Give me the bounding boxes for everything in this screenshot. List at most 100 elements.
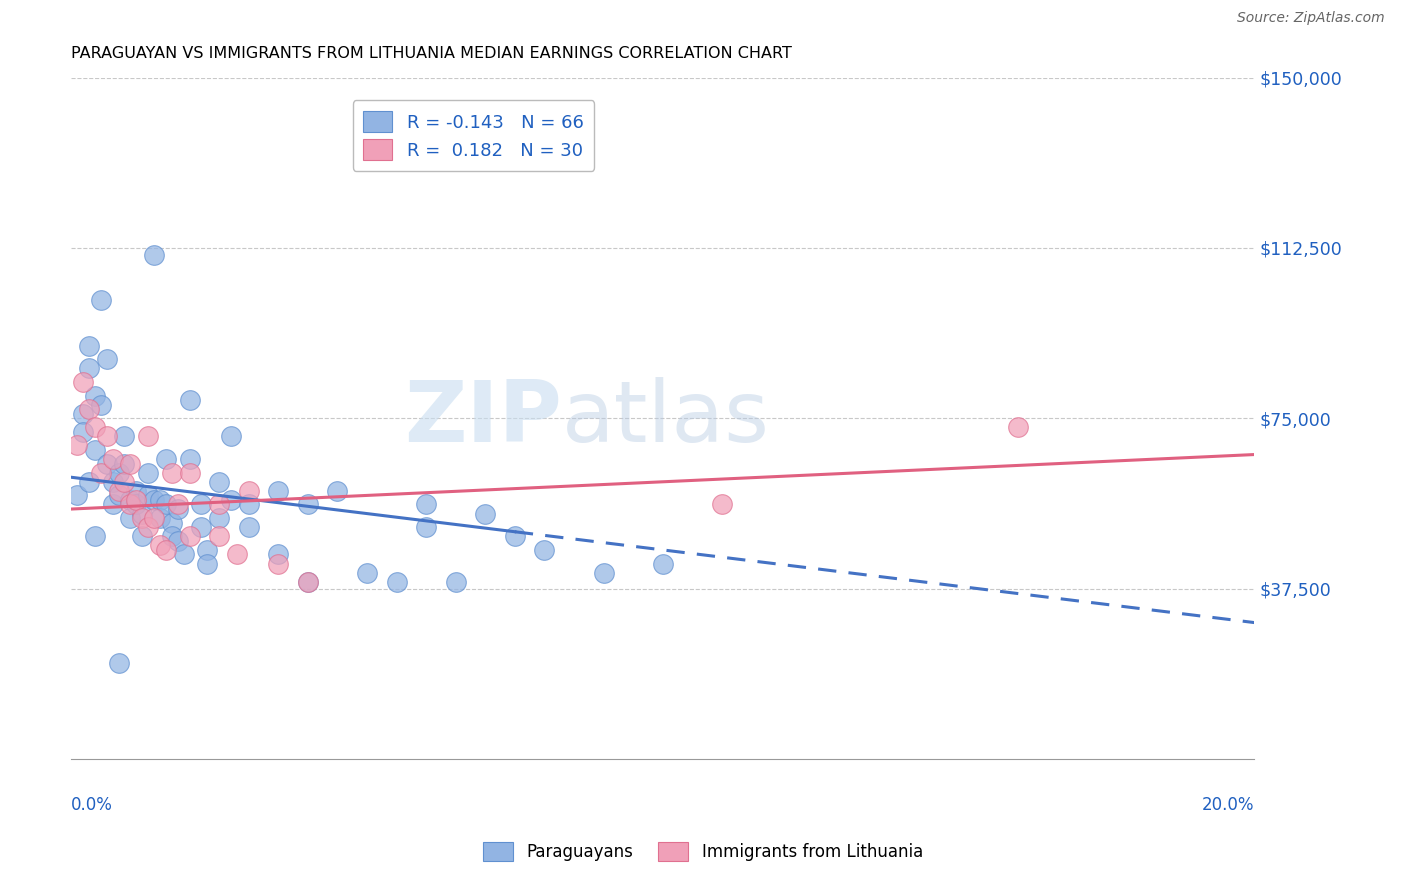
Point — [267, 557, 290, 571]
Point — [131, 507, 153, 521]
Point — [114, 457, 136, 471]
Point — [83, 420, 105, 434]
Point — [66, 438, 89, 452]
Point — [166, 498, 188, 512]
Point — [208, 529, 231, 543]
Point — [297, 574, 319, 589]
Point — [114, 429, 136, 443]
Point — [83, 442, 105, 457]
Point — [101, 475, 124, 489]
Point — [96, 429, 118, 443]
Point — [107, 657, 129, 671]
Point — [297, 574, 319, 589]
Point — [143, 248, 166, 262]
Point — [179, 529, 201, 543]
Point — [651, 557, 673, 571]
Point — [120, 511, 142, 525]
Point — [90, 398, 112, 412]
Point — [114, 475, 136, 489]
Point — [136, 488, 159, 502]
Point — [533, 542, 555, 557]
Point — [179, 452, 201, 467]
Point — [179, 466, 201, 480]
Point — [160, 466, 183, 480]
Point — [83, 529, 105, 543]
Point — [208, 511, 231, 525]
Text: Source: ZipAtlas.com: Source: ZipAtlas.com — [1237, 11, 1385, 25]
Text: 20.0%: 20.0% — [1202, 797, 1254, 814]
Point — [195, 542, 218, 557]
Point — [72, 407, 94, 421]
Point — [107, 483, 129, 498]
Point — [1007, 420, 1029, 434]
Point — [267, 548, 290, 562]
Point — [238, 483, 260, 498]
Point — [77, 402, 100, 417]
Point — [120, 498, 142, 512]
Point — [592, 566, 614, 580]
Point — [474, 507, 496, 521]
Point — [155, 542, 177, 557]
Point — [173, 548, 195, 562]
Legend: R = -0.143   N = 66, R =  0.182   N = 30: R = -0.143 N = 66, R = 0.182 N = 30 — [353, 100, 595, 171]
Point — [143, 511, 166, 525]
Point — [66, 488, 89, 502]
Point — [238, 498, 260, 512]
Point — [190, 498, 212, 512]
Point — [149, 538, 172, 552]
Point — [155, 452, 177, 467]
Point — [149, 511, 172, 525]
Point — [136, 429, 159, 443]
Point — [120, 457, 142, 471]
Point — [710, 498, 733, 512]
Point — [125, 483, 148, 498]
Point — [96, 352, 118, 367]
Point — [125, 492, 148, 507]
Point — [160, 529, 183, 543]
Point — [326, 483, 349, 498]
Text: PARAGUAYAN VS IMMIGRANTS FROM LITHUANIA MEDIAN EARNINGS CORRELATION CHART: PARAGUAYAN VS IMMIGRANTS FROM LITHUANIA … — [72, 46, 792, 62]
Point — [219, 429, 242, 443]
Point — [101, 498, 124, 512]
Point — [90, 466, 112, 480]
Point — [107, 466, 129, 480]
Point — [77, 361, 100, 376]
Point — [136, 520, 159, 534]
Point — [143, 492, 166, 507]
Point — [77, 338, 100, 352]
Point — [136, 466, 159, 480]
Point — [195, 557, 218, 571]
Point — [131, 511, 153, 525]
Point — [160, 516, 183, 530]
Point — [503, 529, 526, 543]
Point — [72, 425, 94, 439]
Point — [297, 498, 319, 512]
Point — [444, 574, 467, 589]
Point — [77, 475, 100, 489]
Point — [125, 498, 148, 512]
Point — [267, 483, 290, 498]
Point — [208, 475, 231, 489]
Point — [219, 492, 242, 507]
Point — [101, 452, 124, 467]
Point — [356, 566, 378, 580]
Point — [72, 375, 94, 389]
Point — [225, 548, 247, 562]
Point — [149, 492, 172, 507]
Point — [131, 529, 153, 543]
Text: ZIP: ZIP — [405, 376, 562, 459]
Legend: Paraguayans, Immigrants from Lithuania: Paraguayans, Immigrants from Lithuania — [477, 835, 929, 868]
Point — [120, 492, 142, 507]
Point — [166, 533, 188, 548]
Point — [166, 502, 188, 516]
Point — [415, 498, 437, 512]
Point — [415, 520, 437, 534]
Point — [385, 574, 408, 589]
Point — [179, 392, 201, 407]
Point — [155, 498, 177, 512]
Point — [238, 520, 260, 534]
Point — [107, 488, 129, 502]
Point — [90, 293, 112, 308]
Point — [83, 388, 105, 402]
Point — [96, 457, 118, 471]
